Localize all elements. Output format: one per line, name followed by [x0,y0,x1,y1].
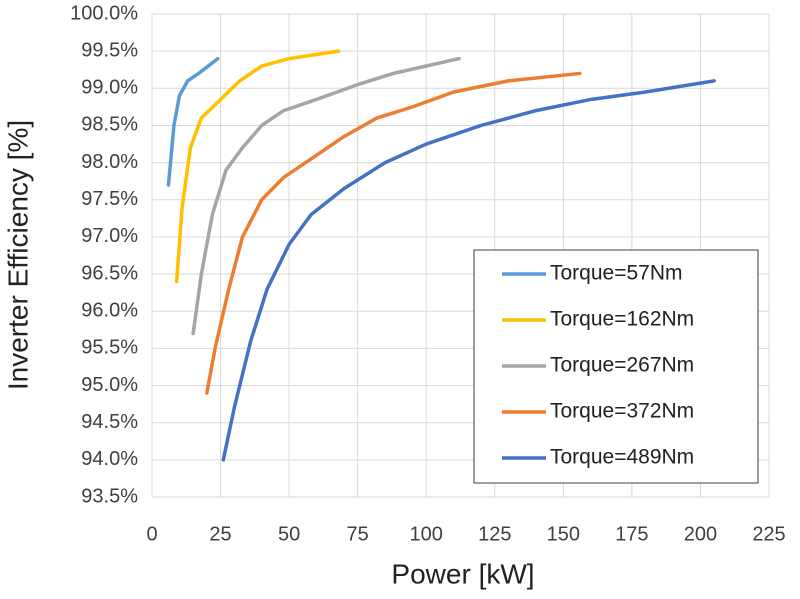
y-tick-label: 94.0% [81,448,138,470]
y-tick-label: 99.5% [81,39,138,61]
y-axis-title: Inverter Efficiency [%] [2,120,33,390]
x-tick-label: 175 [615,523,648,545]
x-tick-label: 200 [684,523,717,545]
y-tick-label: 98.0% [81,151,138,173]
legend-label: Torque=489Nm [550,446,694,469]
y-tick-label: 100.0% [70,2,138,24]
x-tick-label: 150 [547,523,580,545]
y-tick-label: 94.5% [81,411,138,433]
x-tick-label: 225 [752,523,785,545]
y-tick-label: 97.5% [81,188,138,210]
x-tick-label: 100 [410,523,443,545]
legend-label: Torque=267Nm [550,354,694,377]
y-tick-label: 98.5% [81,114,138,136]
y-tick-label: 93.5% [81,485,138,507]
y-tick-label: 96.0% [81,300,138,322]
x-axis-title: Power [kW] [391,558,534,589]
legend-label: Torque=57Nm [550,262,683,285]
legend-label: Torque=372Nm [550,400,694,423]
y-tick-label: 95.5% [81,337,138,359]
series-line [174,49,341,284]
series-line [191,56,461,336]
x-tick-label: 0 [146,523,157,545]
series-line [221,79,716,462]
legend-label: Torque=162Nm [550,308,694,331]
series-line [205,71,582,395]
x-tick-label: 75 [347,523,369,545]
x-tick-label: 50 [278,523,300,545]
y-tick-label: 99.0% [81,77,138,99]
series-line [166,56,220,187]
y-tick-label: 97.0% [81,225,138,247]
x-tick-label: 125 [478,523,511,545]
y-tick-label: 95.0% [81,374,138,396]
x-tick-label: 25 [209,523,231,545]
y-tick-label: 96.5% [81,262,138,284]
